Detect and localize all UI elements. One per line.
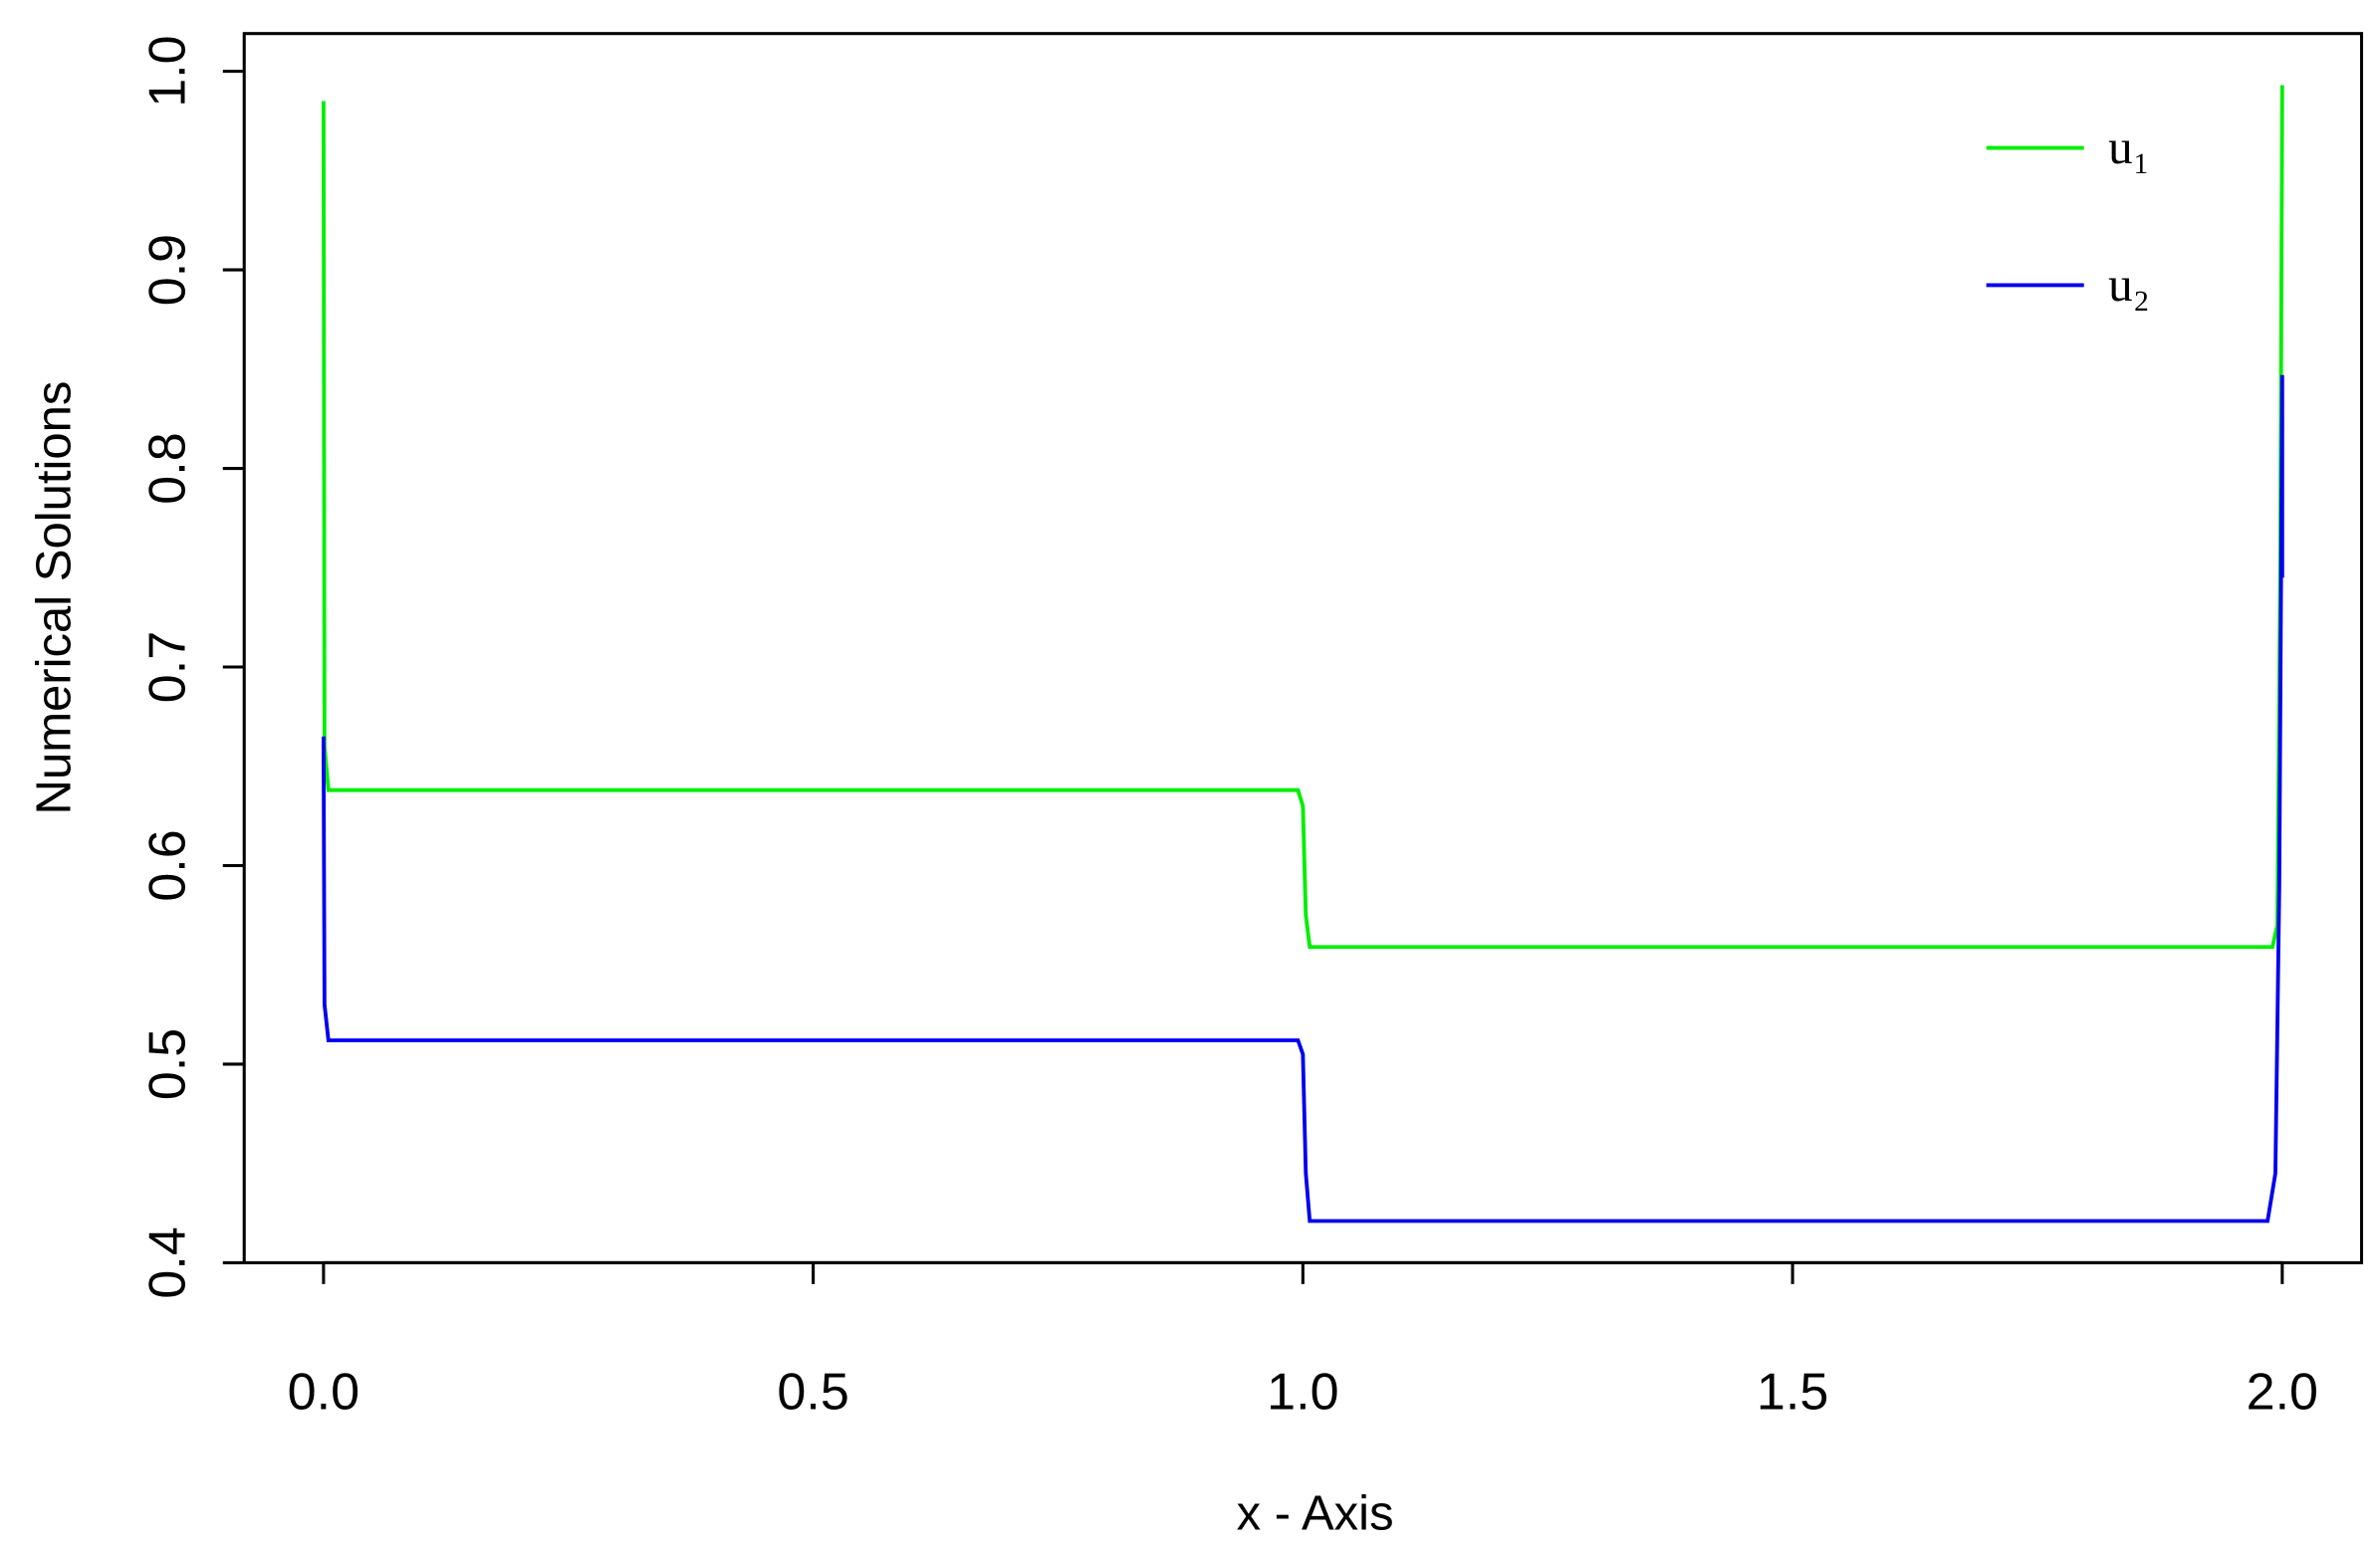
x-tick-label: 2.0 <box>2247 1363 2318 1421</box>
y-tick-label: 0.9 <box>138 234 196 306</box>
x-tick-label: 1.5 <box>1757 1363 1828 1421</box>
y-tick-label: 0.5 <box>138 1028 196 1100</box>
series-line <box>321 374 2284 1223</box>
series-line <box>321 85 2284 950</box>
legend-label: u₁ <box>2108 119 2150 174</box>
y-tick-label: 0.8 <box>138 432 196 504</box>
y-tick-label: 0.4 <box>138 1226 196 1298</box>
x-axis-title: x - Axis <box>1237 1486 1394 1540</box>
y-tick-label: 0.6 <box>138 829 196 901</box>
y-tick-label: 0.7 <box>138 631 196 703</box>
y-axis-title: Numerical Solutions <box>28 381 82 815</box>
x-tick-label: 0.5 <box>777 1363 848 1421</box>
x-tick-label: 1.0 <box>1267 1363 1338 1421</box>
y-tick-label: 1.0 <box>138 35 196 107</box>
legend-label: u₂ <box>2108 257 2150 312</box>
x-tick-label: 0.0 <box>288 1363 359 1421</box>
